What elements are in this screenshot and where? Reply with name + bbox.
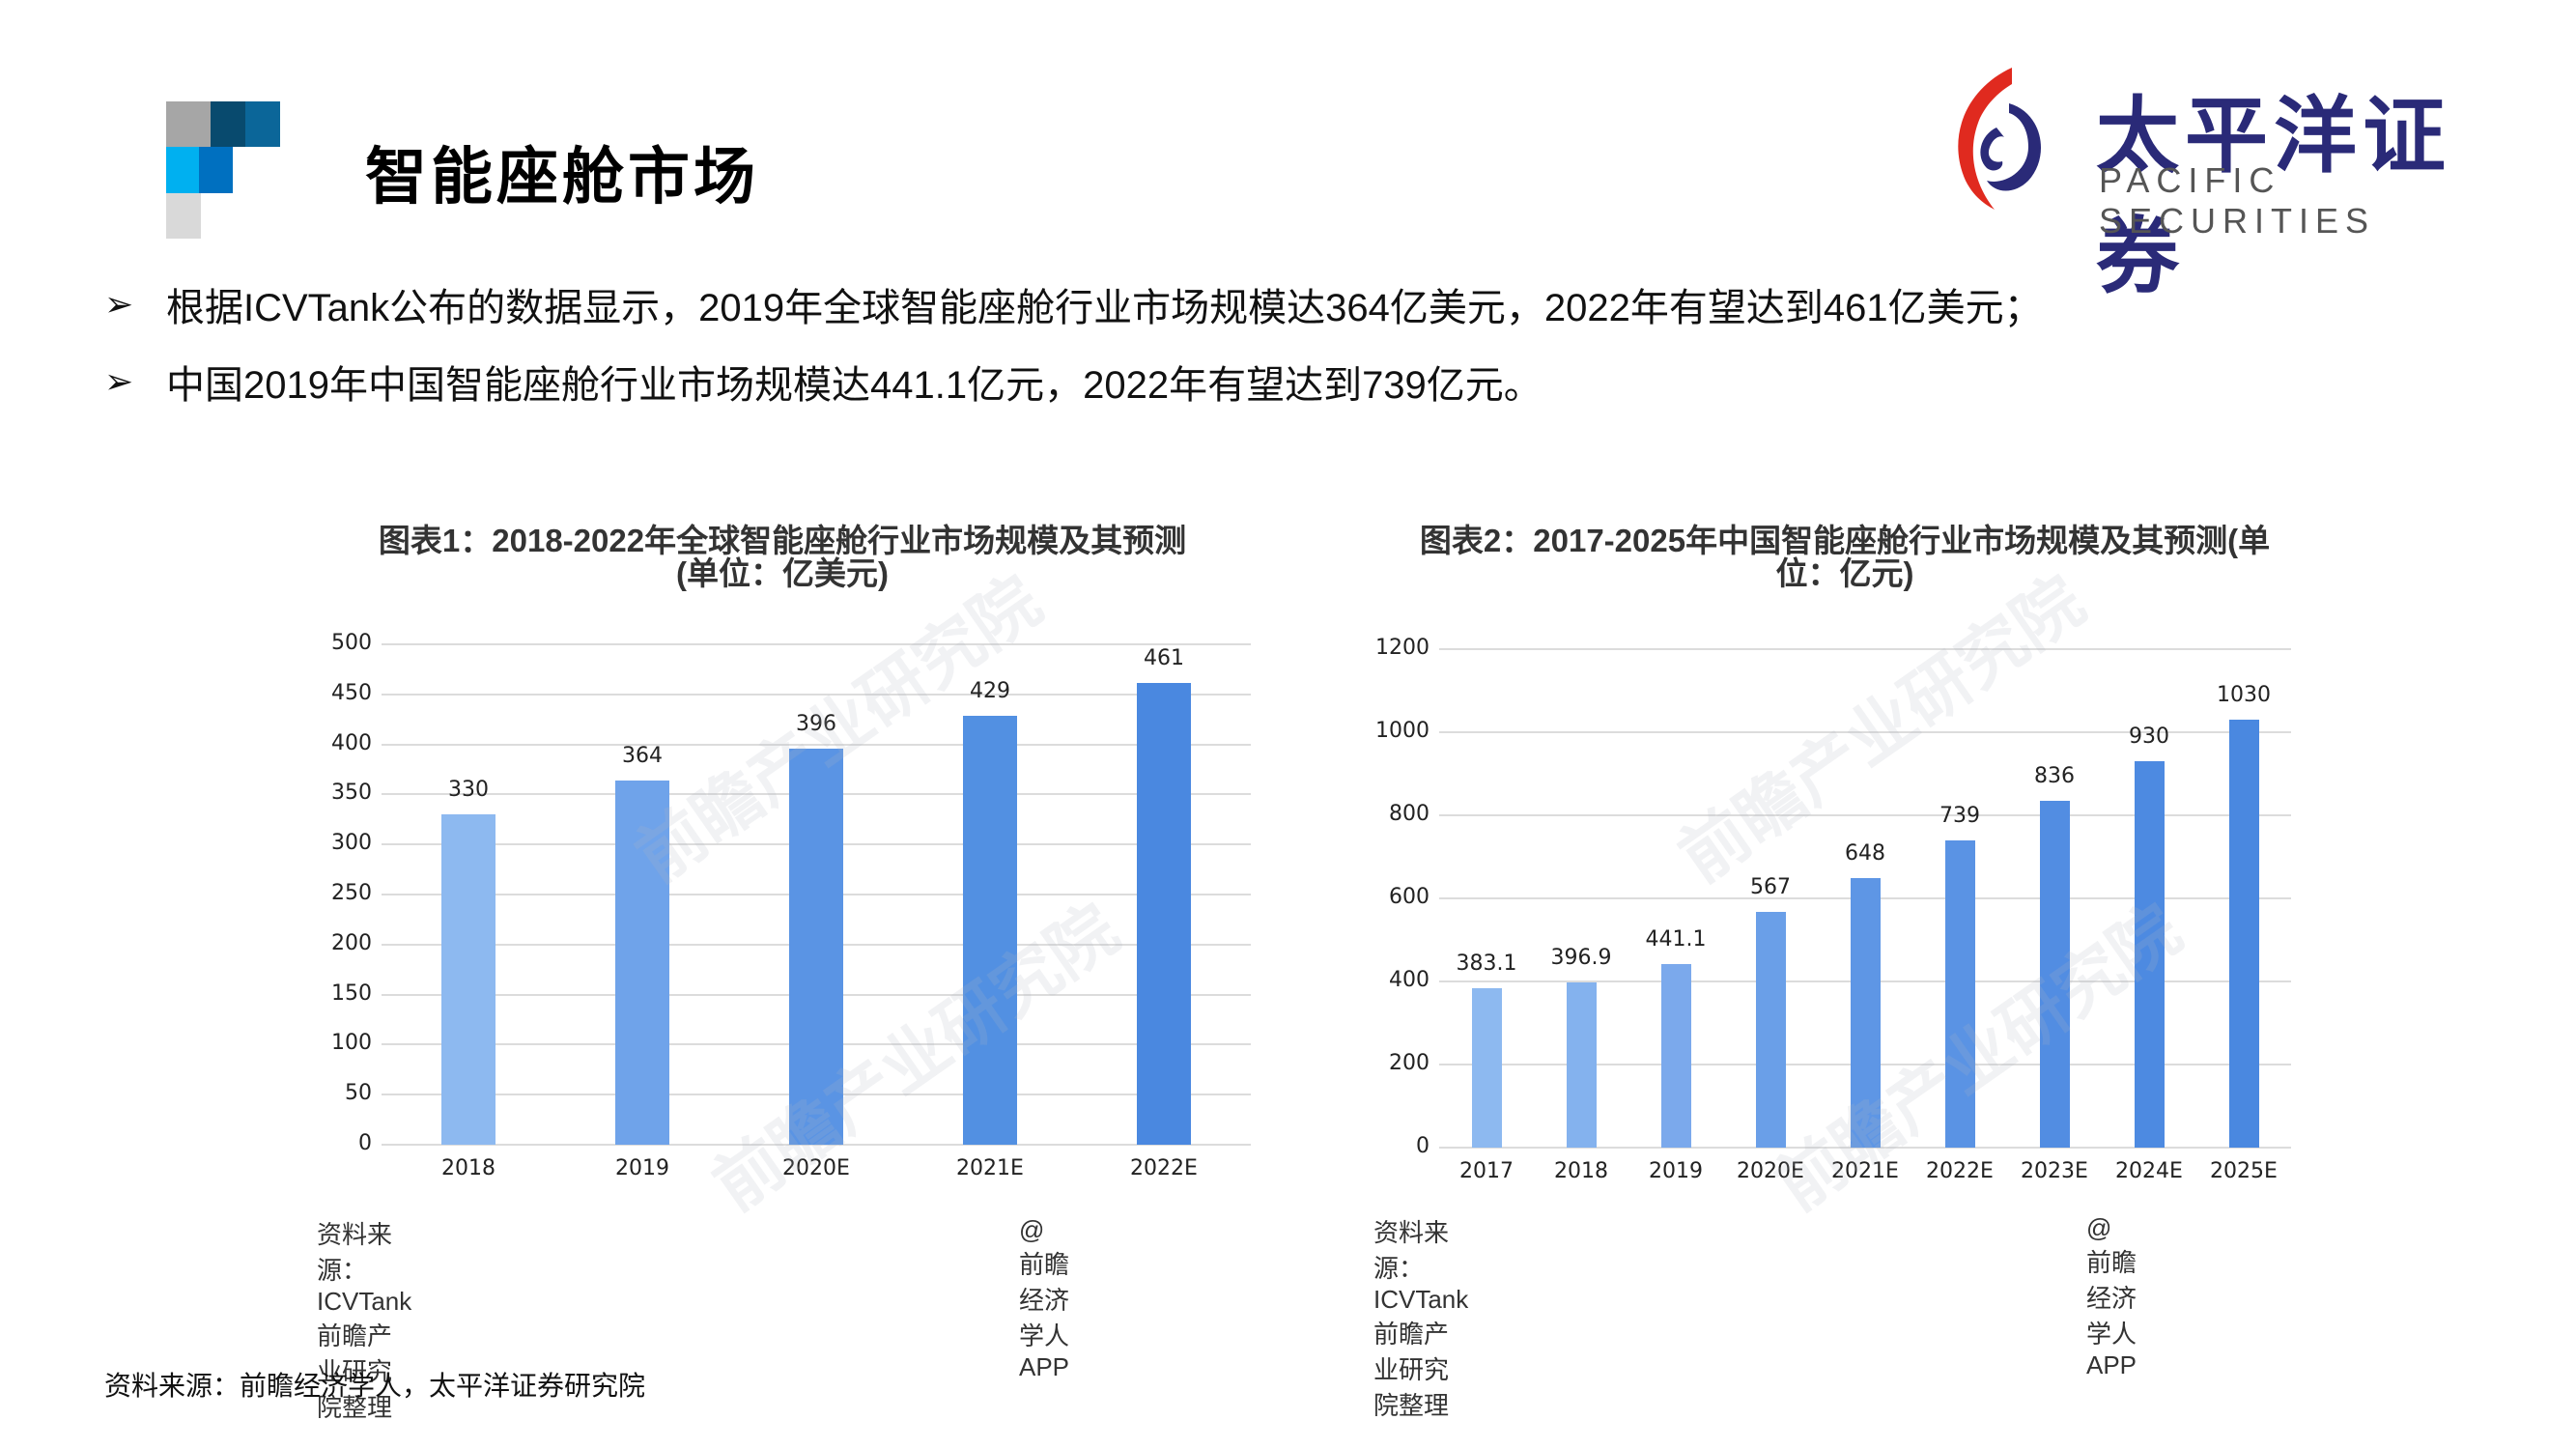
y-axis-tick-label: 300 [331,831,372,856]
chart-credit: @前瞻经济学人APP [1019,1215,1070,1381]
bar-value-label: 330 [448,778,489,803]
bullet-text: 中国2019年中国智能座舱行业市场规模达441.1亿元，2022年有望达到739… [166,364,1543,407]
chart-source: 资料来源：ICVTank 前瞻产业研究院整理 [1373,1218,1469,1420]
x-axis-tick-label: 2020E [1737,1159,1804,1183]
bar [1137,683,1191,1145]
bar [1850,878,1881,1148]
gridline [1439,731,2291,733]
gridline [382,693,1251,696]
y-axis-tick-label: 200 [1389,1051,1430,1075]
page-title: 智能座舱市场 [365,142,759,213]
bullet-list: ➢ 根据ICVTank公布的数据显示，2019年全球智能座舱行业市场规模达364… [104,266,2043,420]
bar-value-label: 567 [1750,875,1791,900]
bar [441,814,495,1145]
bar-value-label: 461 [1144,646,1184,671]
deco-square-blue [199,147,233,193]
bar-value-label: 364 [622,743,663,768]
deco-square-gray [166,101,211,147]
chart-title: 图表2：2017-2025年中国智能座舱行业市场规模及其预测(单 位：亿元) [1381,525,2308,590]
x-axis-tick-label: 2022E [1926,1159,1994,1183]
y-axis-tick-label: 400 [1389,968,1430,992]
chart-source: 资料来源：ICVTank 前瞻产业研究院整理 [317,1220,412,1422]
y-axis-tick-label: 150 [331,980,372,1006]
bar-value-label: 648 [1845,841,1885,867]
chart-title-line2: (单位：亿美元) [676,555,889,591]
deco-square-navy [211,101,245,147]
bar [615,780,669,1145]
bar-value-label: 836 [2034,763,2075,788]
deco-square-cyan [166,147,199,193]
bar-value-label: 739 [1939,804,1980,829]
x-axis-tick-label: 2018 [1554,1159,1608,1183]
y-axis-tick-label: 0 [358,1131,372,1155]
chart-title-line1: 图表1：2018-2022年全球智能座舱行业市场规模及其预测 [378,523,1187,558]
y-axis-tick-label: 100 [331,1031,372,1056]
bar-value-label: 396.9 [1550,946,1612,971]
bar-value-label: 396 [796,711,836,736]
bar-value-label: 1030 [2217,683,2271,708]
x-axis-tick-label: 2022E [1130,1156,1198,1180]
bar-value-label: 383.1 [1456,952,1517,977]
bar [2039,800,2070,1148]
bar-value-label: 930 [2129,724,2169,750]
bar-value-label: 429 [970,678,1010,703]
deco-square-lightgray [166,193,201,239]
bar [1660,964,1691,1148]
y-axis-tick-label: 600 [1389,885,1430,909]
y-axis-tick-label: 450 [331,680,372,705]
chart-title-line2: 位：亿元) [1775,555,1914,591]
logo-name-en: PACIFIC SECURITIES [2099,160,2376,241]
gridline [1439,1147,2291,1149]
gridline [1439,648,2291,650]
y-axis-tick-label: 50 [345,1081,372,1106]
arrowhead-bullet-icon: ➢ [104,284,134,324]
x-axis-tick-label: 2019 [615,1156,669,1180]
bar [1566,982,1597,1148]
y-axis-tick-label: 200 [331,930,372,955]
y-axis-tick-label: 250 [331,881,372,905]
gridline [1439,814,2291,816]
y-axis-tick-label: 1000 [1375,719,1430,743]
x-axis-tick-label: 2025E [2210,1159,2278,1183]
bullet-item: ➢ 根据ICVTank公布的数据显示，2019年全球智能座舱行业市场规模达364… [104,266,2043,343]
deco-square-teal [245,101,280,147]
x-axis-tick-label: 2019 [1649,1159,1703,1183]
y-axis-tick-label: 400 [331,730,372,755]
y-axis-tick-label: 500 [331,631,372,655]
bar [2134,761,2165,1148]
bar-value-label: 441.1 [1645,927,1707,952]
bar [2228,720,2259,1148]
x-axis-tick-label: 2021E [1831,1159,1899,1183]
chart-title-line1: 图表2：2017-2025年中国智能座舱行业市场规模及其预测(单 [1419,523,2271,558]
gridline [382,643,1251,645]
x-axis-tick-label: 2024E [2115,1159,2183,1183]
bar [1755,912,1786,1148]
chart-credit: @前瞻经济学人APP [2086,1213,2137,1379]
gridline [382,1144,1251,1146]
y-axis-tick-label: 800 [1389,802,1430,826]
chart-title: 图表1：2018-2022年全球智能座舱行业市场规模及其预测 (单位：亿美元) [328,525,1236,590]
bullet-item: ➢ 中国2019年中国智能座舱行业市场规模达441.1亿元，2022年有望达到7… [104,343,2043,420]
bar [1471,988,1502,1148]
bar [963,715,1017,1145]
x-axis-tick-label: 2017 [1459,1159,1514,1183]
x-axis-tick-label: 2020E [782,1156,850,1180]
page-source-note: 资料来源：前瞻经济学人，太平洋证券研究院 [104,1371,646,1401]
y-axis-tick-label: 350 [331,781,372,806]
bullet-text: 根据ICVTank公布的数据显示，2019年全球智能座舱行业市场规模达364亿美… [166,287,2043,329]
x-axis-tick-label: 2018 [441,1156,495,1180]
y-axis-tick-label: 1200 [1375,636,1430,660]
bar [789,748,843,1145]
gridline [382,743,1251,746]
pacific-securities-logo: 太平洋证券 PACIFIC SECURITIES [1937,60,2535,305]
pacific-securities-emblem-icon [1958,68,2042,210]
bar [1944,840,1975,1148]
arrowhead-bullet-icon: ➢ [104,361,134,401]
x-axis-tick-label: 2023E [2021,1159,2088,1183]
logo-name-cn: 太平洋证券 [2096,88,2451,305]
y-axis-tick-label: 0 [1416,1134,1430,1158]
x-axis-tick-label: 2021E [956,1156,1024,1180]
